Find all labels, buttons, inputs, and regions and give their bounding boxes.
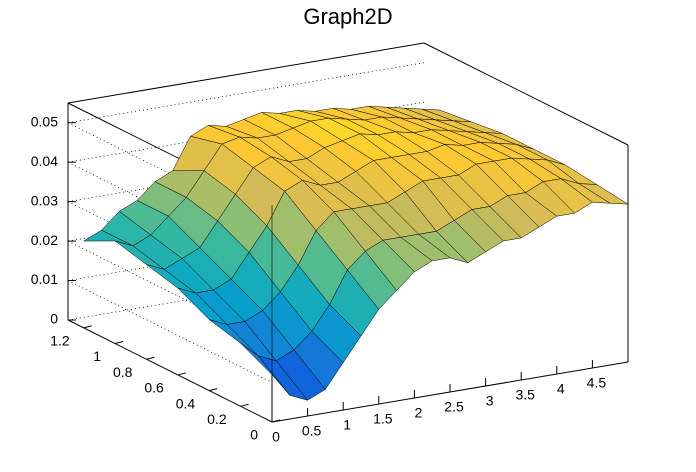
frame — [67, 42, 425, 104]
surface-cell — [240, 342, 290, 396]
frame — [67, 319, 273, 423]
z-tick-label: 0.02 — [31, 232, 58, 248]
z-tick-label: 0.01 — [31, 271, 58, 287]
tick-mark — [271, 419, 281, 423]
y-tick-label: 0.4 — [176, 395, 196, 411]
tick-mark — [177, 372, 186, 376]
y-tick-label: 0.6 — [144, 380, 164, 396]
chart-title: Graph2D — [303, 4, 392, 29]
y-tick-label: 1.2 — [50, 333, 70, 349]
frame — [423, 42, 629, 146]
tick-mark — [83, 325, 92, 329]
x-tick-label: 0 — [272, 429, 280, 445]
x-tick-label: 4.5 — [587, 375, 607, 391]
z-tick-label: 0.05 — [31, 113, 58, 129]
y-tick-label: 0.2 — [207, 411, 227, 427]
tick-mark — [114, 341, 124, 345]
z-tick-label: 0 — [50, 311, 58, 327]
z-tick-label: 0.04 — [31, 153, 58, 169]
y-tick-label: 0 — [250, 427, 258, 443]
tick-mark — [240, 403, 249, 407]
x-tick-label: 3 — [486, 393, 494, 409]
x-tick-label: 1 — [343, 417, 351, 433]
y-tick-label: 0.8 — [113, 364, 133, 380]
x-tick-label: 2.5 — [444, 399, 464, 415]
x-tick-label: 2 — [415, 405, 423, 421]
tick-mark — [209, 388, 218, 392]
x-tick-label: 1.5 — [373, 411, 393, 427]
z-tick-label: 0.03 — [31, 192, 58, 208]
tick-mark — [146, 356, 155, 360]
grid-line — [67, 62, 425, 124]
x-tick-label: 3.5 — [515, 387, 535, 403]
x-tick-label: 4 — [557, 381, 565, 397]
x-tick-label: 0.5 — [302, 423, 322, 439]
y-tick-label: 1 — [93, 348, 101, 364]
